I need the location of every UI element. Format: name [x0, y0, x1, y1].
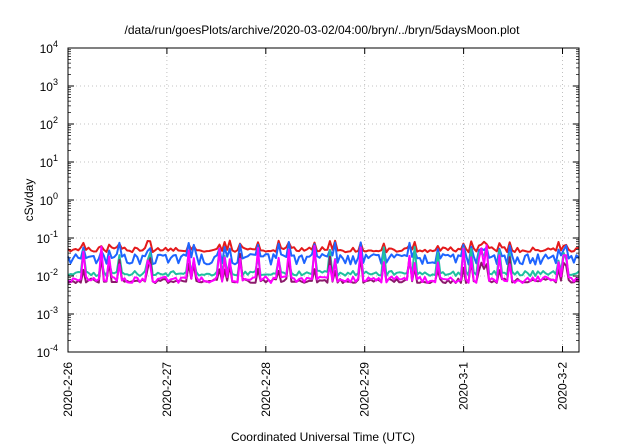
y-tick-exponent: -1 [50, 229, 58, 239]
y-tick-label: 102 [40, 115, 58, 132]
x-tick-label: 2020-3-2 [556, 362, 570, 410]
series-line-1 [67, 239, 580, 254]
y-tick-label: 10-4 [37, 343, 58, 360]
x-tick-label: 2020-2-29 [358, 362, 372, 417]
x-axis-label: Coordinated Universal Time (UTC) [231, 430, 415, 444]
x-tick-label: 2020-3-1 [457, 362, 471, 410]
y-tick-exponent: 2 [53, 115, 58, 125]
y-axis-label: cSv/day [22, 179, 36, 222]
series-lines [67, 239, 580, 284]
y-tick-label: 101 [40, 153, 58, 170]
y-tick-label: 10-1 [37, 229, 58, 246]
grid-lines [67, 48, 579, 352]
y-tick-exponent: 1 [53, 153, 58, 163]
y-tick-label: 104 [40, 39, 58, 56]
y-tick-label: 10-2 [37, 267, 58, 284]
x-tick-label: 2020-2-28 [259, 362, 273, 417]
y-tick-exponent: 3 [53, 77, 58, 87]
y-tick-label: 103 [40, 77, 58, 94]
y-tick-exponent: -3 [50, 305, 58, 315]
y-tick-exponent: 4 [53, 39, 58, 49]
series-line-5 [67, 244, 580, 284]
x-tick-label: 2020-2-27 [160, 362, 174, 417]
y-tick-label: 10-3 [37, 305, 58, 322]
series-line-2 [67, 241, 580, 266]
x-tick-label: 2020-2-26 [61, 362, 75, 417]
y-tick-exponent: -2 [50, 267, 58, 277]
y-tick-exponent: -4 [50, 343, 58, 353]
series-line-3 [67, 245, 580, 277]
y-tick-label: 100 [40, 191, 58, 208]
chart-title: /data/run/goesPlots/archive/2020-03-02/0… [125, 23, 521, 37]
y-tick-exponent: 0 [53, 191, 58, 201]
axis-ticks: 10-410-310-210-11001011021031042020-2-26… [37, 39, 579, 417]
